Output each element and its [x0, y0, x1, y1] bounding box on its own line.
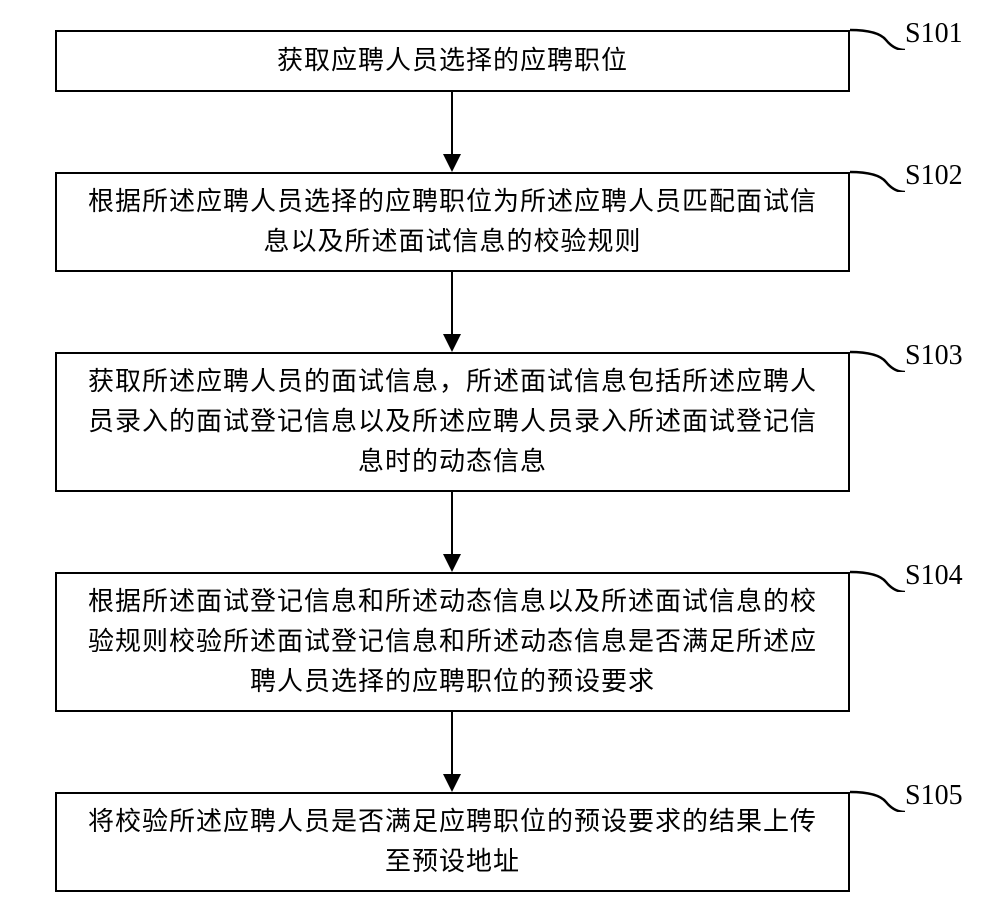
label-connector [850, 568, 905, 592]
flow-node-text: 根据所述面试登记信息和所述动态信息以及所述面试信息的校验规则校验所述面试登记信息… [77, 582, 828, 703]
step-label-s105: S105 [905, 780, 963, 812]
flow-arrow [451, 92, 453, 154]
flow-node-text: 根据所述应聘人员选择的应聘职位为所述应聘人员匹配面试信息以及所述面试信息的校验规… [77, 182, 828, 263]
label-connector [850, 788, 905, 812]
flow-arrow-head [443, 154, 461, 172]
flow-node-s105: 将校验所述应聘人员是否满足应聘职位的预设要求的结果上传至预设地址 [55, 792, 850, 892]
flow-node-s103: 获取所述应聘人员的面试信息，所述面试信息包括所述应聘人员录入的面试登记信息以及所… [55, 352, 850, 492]
step-label-s102: S102 [905, 160, 963, 192]
flow-arrow [451, 712, 453, 774]
flow-arrow [451, 272, 453, 334]
flow-arrow [451, 492, 453, 554]
flow-node-text: 获取所述应聘人员的面试信息，所述面试信息包括所述应聘人员录入的面试登记信息以及所… [77, 362, 828, 483]
flow-node-text: 将校验所述应聘人员是否满足应聘职位的预设要求的结果上传至预设地址 [77, 802, 828, 883]
flow-arrow-head [443, 554, 461, 572]
flow-node-s101: 获取应聘人员选择的应聘职位 [55, 30, 850, 92]
step-label-s103: S103 [905, 340, 963, 372]
flow-arrow-head [443, 334, 461, 352]
flow-arrow-head [443, 774, 461, 792]
flowchart-canvas: 获取应聘人员选择的应聘职位 S101 根据所述应聘人员选择的应聘职位为所述应聘人… [0, 0, 1000, 917]
label-connector [850, 168, 905, 192]
step-label-s101: S101 [905, 18, 963, 50]
label-connector [850, 26, 905, 50]
flow-node-text: 获取应聘人员选择的应聘职位 [277, 41, 628, 81]
label-connector [850, 348, 905, 372]
flow-node-s102: 根据所述应聘人员选择的应聘职位为所述应聘人员匹配面试信息以及所述面试信息的校验规… [55, 172, 850, 272]
flow-node-s104: 根据所述面试登记信息和所述动态信息以及所述面试信息的校验规则校验所述面试登记信息… [55, 572, 850, 712]
step-label-s104: S104 [905, 560, 963, 592]
